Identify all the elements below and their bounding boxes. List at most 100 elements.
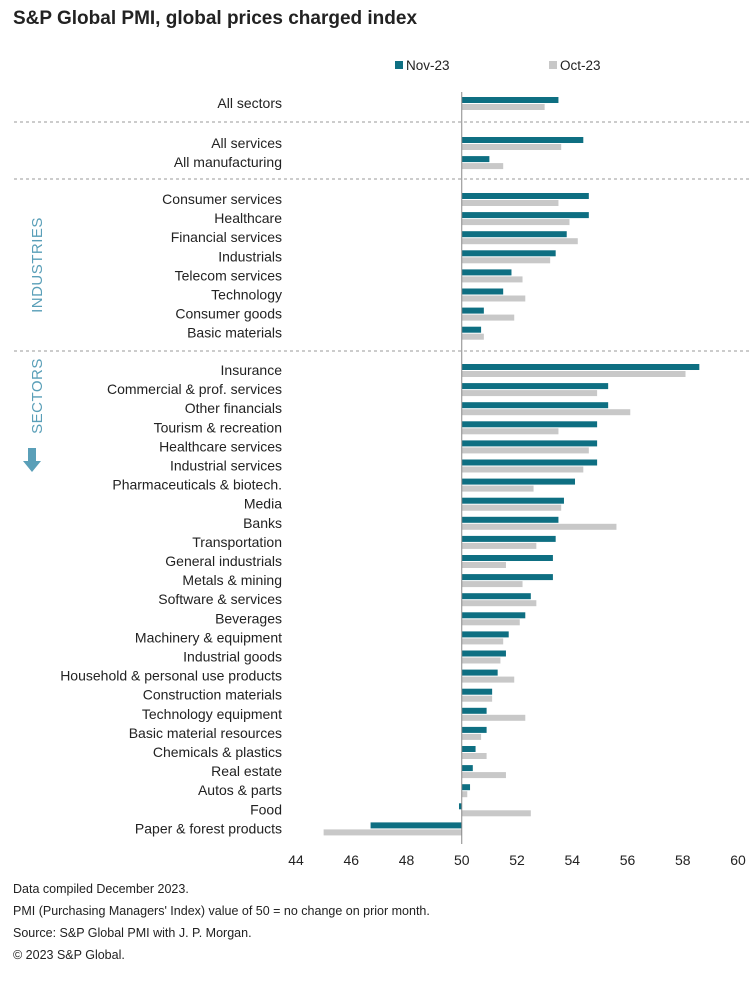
category-label-other-financials: Other financials [185,400,282,416]
bar-oct-household-and-personal-use-products [461,676,515,683]
bar-nov-industrial-goods [461,650,506,657]
category-label-healthcare-services: Healthcare services [159,438,282,454]
x-tick-label-56: 56 [620,852,636,868]
category-label-general-industrials: General industrials [165,553,282,569]
bar-nov-banks [461,516,559,523]
bar-oct-general-industrials [461,562,506,568]
bar-nov-tourism-and-recreation [461,421,598,428]
category-label-machinery-and-equipment: Machinery & equipment [135,629,282,645]
bar-nov-other-financials [461,402,609,409]
bar-nov-machinery-and-equipment [461,631,509,638]
category-label-consumer-goods: Consumer goods [175,306,282,322]
bar-oct-media [461,504,562,511]
x-tick-label-54: 54 [564,852,580,868]
category-label-insurance: Insurance [221,362,283,378]
bar-oct-healthcare-services [461,447,589,454]
bar-nov-industrials [461,250,556,257]
bar-oct-insurance [461,371,686,377]
category-label-healthcare: Healthcare [214,210,282,226]
category-label-technology-equipment: Technology equipment [142,706,282,722]
bar-nov-chemicals-and-plastics [461,746,476,752]
bar-nov-general-industrials [461,555,553,561]
category-label-technology: Technology [211,287,282,303]
category-label-commercial-and-prof-services: Commercial & prof. services [107,381,282,397]
x-tick-label-50: 50 [454,852,470,868]
category-label-basic-material-resources: Basic material resources [129,725,282,741]
bar-oct-transportation [461,542,537,549]
bar-oct-metals-and-mining [461,581,523,588]
category-label-chemicals-and-plastics: Chemicals & plastics [153,744,282,760]
bar-nov-paper-and-forest-products [370,822,462,829]
bar-oct-all-sectors [461,104,545,110]
bar-oct-tourism-and-recreation [461,428,559,435]
bar-nov-telecom-services [461,269,512,276]
bar-oct-financial-services [461,238,578,245]
bar-nov-construction-materials [461,688,493,695]
note-source: Source: S&P Global PMI with J. P. Morgan… [13,926,252,940]
bar-oct-industrial-goods [461,657,501,664]
legend-label-oct-23: Oct-23 [560,58,601,73]
x-tick-label-52: 52 [509,852,525,868]
bar-oct-technology [461,295,526,302]
note-pmi-definition: PMI (Purchasing Managers' Index) value o… [13,904,430,918]
bar-nov-consumer-services [461,193,589,199]
bar-oct-industrials [461,257,551,264]
chart-title: S&P Global PMI, global prices charged in… [13,8,418,29]
bar-nov-beverages [461,612,526,619]
category-label-beverages: Beverages [215,610,282,626]
category-label-software-and-services: Software & services [158,591,282,607]
bar-nov-financial-services [461,231,567,238]
category-label-pharmaceuticals-and-biotech: Pharmaceuticals & biotech. [112,477,282,493]
bar-oct-pharmaceuticals-and-biotech [461,485,534,492]
category-label-transportation: Transportation [192,534,282,550]
category-label-media: Media [244,496,282,512]
bar-nov-insurance [461,364,700,370]
bar-nov-real-estate [461,765,473,772]
bar-oct-paper-and-forest-products [323,829,462,836]
bar-nov-metals-and-mining [461,574,553,581]
bar-oct-construction-materials [461,695,493,702]
category-label-food: Food [250,801,282,817]
category-label-autos-and-parts: Autos & parts [198,782,282,798]
category-label-consumer-services: Consumer services [162,191,282,207]
bar-nov-all-manufacturing [461,156,490,163]
bar-oct-consumer-services [461,200,559,206]
bar-nov-basic-material-resources [461,726,487,733]
bar-nov-media [461,497,564,504]
bar-nov-commercial-and-prof-services [461,383,609,390]
industries-side-label: INDUSTRIES [29,217,46,313]
bar-nov-pharmaceuticals-and-biotech [461,478,576,485]
category-label-real-estate: Real estate [211,763,282,779]
category-label-all-manufacturing: All manufacturing [174,154,282,170]
legend-swatch-nov-23 [395,61,403,69]
category-label-industrial-services: Industrial services [170,458,282,474]
category-label-construction-materials: Construction materials [143,687,282,703]
x-tick-label-48: 48 [399,852,415,868]
category-label-metals-and-mining: Metals & mining [182,572,282,588]
x-tick-label-60: 60 [730,852,746,868]
bar-nov-autos-and-parts [461,784,471,791]
bar-nov-technology [461,288,504,295]
bar-oct-technology-equipment [461,714,526,721]
category-label-household-and-personal-use-products: Household & personal use products [60,668,282,684]
bar-oct-chemicals-and-plastics [461,753,487,759]
category-label-industrial-goods: Industrial goods [183,649,282,665]
bar-oct-banks [461,523,617,530]
bar-nov-basic-materials [461,326,482,333]
x-tick-label-58: 58 [675,852,691,868]
bar-oct-healthcare [461,219,570,226]
category-label-financial-services: Financial services [171,229,282,245]
legend-swatch-oct-23 [549,61,557,69]
bar-oct-other-financials [461,409,631,416]
bar-nov-transportation [461,535,556,542]
bar-nov-household-and-personal-use-products [461,669,498,676]
x-tick-label-46: 46 [343,852,359,868]
bar-nov-consumer-goods [461,307,484,314]
bar-oct-industrial-services [461,466,584,473]
bar-nov-all-sectors [461,97,559,103]
bar-nov-healthcare-services [461,440,598,447]
bar-oct-all-services [461,144,562,150]
bar-oct-basic-material-resources [461,733,482,740]
bar-nov-food [458,803,462,810]
bar-nov-industrial-services [461,459,598,466]
